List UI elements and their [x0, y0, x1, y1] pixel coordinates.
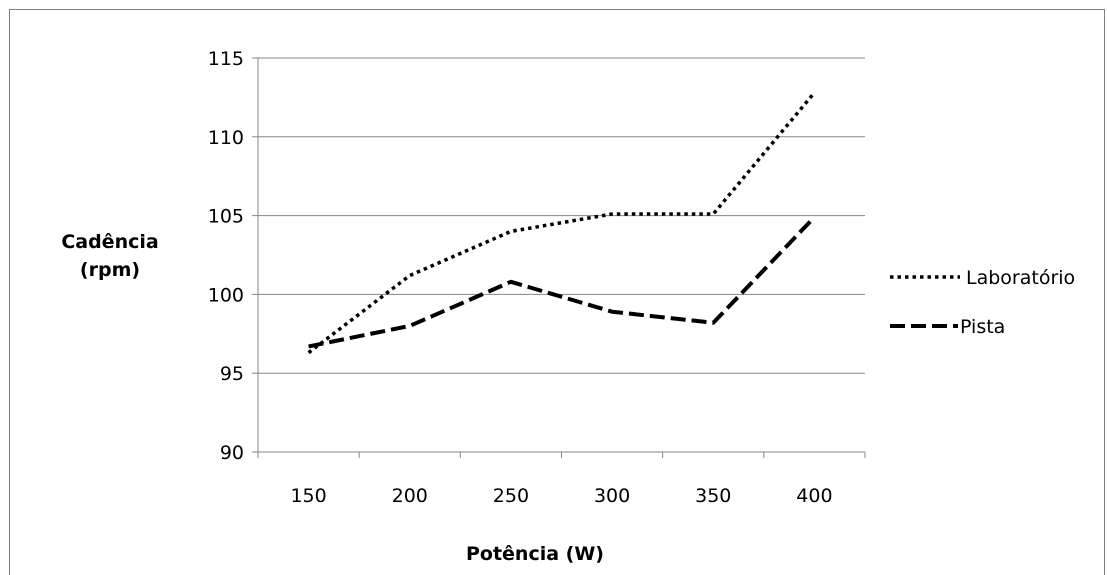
- axes: [258, 58, 865, 452]
- x-tick-label: 400: [796, 485, 832, 507]
- series-line-laboratorio: [309, 93, 815, 353]
- legend-label-pista: Pista: [960, 316, 1005, 338]
- y-axis-title-line-2: (rpm): [80, 259, 140, 281]
- x-tick-label: 250: [493, 485, 529, 507]
- x-axis-title: Potência (W): [466, 543, 604, 565]
- x-tick-label: 200: [392, 485, 428, 507]
- y-tick-label: 90: [220, 442, 244, 464]
- legend-label-laboratorio: Laboratório: [966, 267, 1075, 289]
- y-tick-label: 115: [208, 48, 244, 70]
- x-tick-label: 350: [695, 485, 731, 507]
- y-tick-label: 95: [220, 363, 244, 385]
- y-tick-label: 100: [208, 284, 244, 306]
- y-ticks: 90 95 100 105 110 115: [208, 48, 258, 464]
- gridlines: [258, 58, 865, 373]
- x-tick-label: 150: [290, 485, 326, 507]
- series-line-pista: [309, 217, 815, 346]
- y-tick-label: 105: [208, 206, 244, 228]
- x-ticks: 150 200 250 300 350 400: [258, 452, 865, 507]
- y-tick-label: 110: [208, 127, 244, 149]
- series-lines: [308, 93, 814, 353]
- legend: Laboratório Pista: [890, 267, 1075, 338]
- y-axis-title-line-1: Cadência: [61, 231, 158, 253]
- x-tick-label: 300: [594, 485, 630, 507]
